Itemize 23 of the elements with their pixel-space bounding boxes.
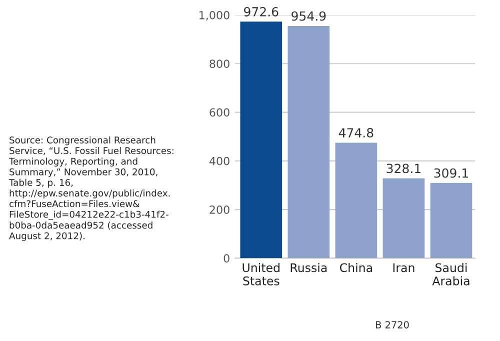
x-tick-label: Saudi Arabia [432,263,470,286]
text: B 2720 [376,321,409,328]
data-label: 954.9 [292,11,326,21]
y-tick-label: 0 [224,254,230,263]
bar [240,22,282,258]
y-tick-label: 600 [210,108,230,117]
data-label: 309.1 [434,168,468,178]
data-label: 972.6 [244,7,278,16]
y-tick-label: 800 [210,60,230,68]
bar [382,178,425,258]
data-label: 474.8 [338,128,374,138]
data-label: 328.1 [386,164,420,174]
x-tick-label: Iran [393,263,414,272]
x-tick-label: China [340,263,372,272]
y-tick-label: 200 [210,205,230,214]
x-tick-label: Russia [290,263,327,272]
bar [335,142,378,258]
text: Source: Congressional Research Service, “U.S. Fossil Fuel Resources: Terminology, Reporting, and Summary,” November 30, 2010, Table 5, p. 16, http://epw.senate.gov/public/index. cfm?FuseAction=Files.view& FileStore_id=04212e22-c1b3-41f2- b0ba-0da5eaead952 (accessed August 2, 2012). [8,136,174,242]
x-tick-label: United States [242,263,280,286]
bar [430,182,472,258]
bar [288,26,330,258]
y-tick-label: 400 [209,156,230,166]
y-tick-label: 1,000 [200,10,230,21]
